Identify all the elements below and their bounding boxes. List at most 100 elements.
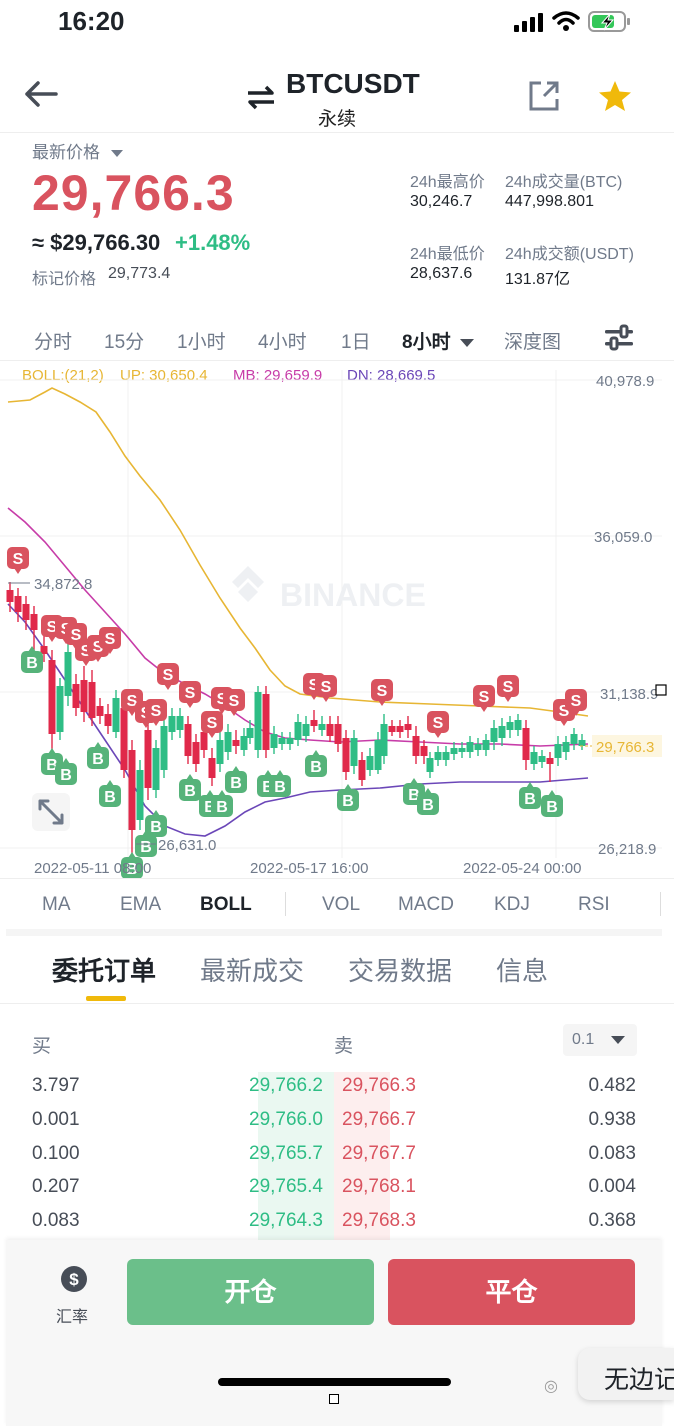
candle	[286, 738, 294, 744]
indicator-ema[interactable]: EMA	[120, 894, 162, 915]
buy-marker[interactable]: B	[145, 810, 167, 837]
back-arrow-icon[interactable]	[24, 80, 58, 108]
volume-btc-label: 24h成交量(BTC)	[505, 174, 623, 191]
buy-marker[interactable]: B	[121, 852, 143, 879]
svg-text:S: S	[13, 551, 24, 568]
indicator-macd[interactable]: MACD	[398, 894, 454, 915]
svg-text:B: B	[546, 799, 558, 816]
interval-tab-1h[interactable]: 1小时	[177, 332, 226, 353]
indicator-ma[interactable]: MA	[42, 894, 71, 915]
sell-marker[interactable]: S	[427, 711, 449, 738]
orderbook-row[interactable]: 0.001 29,766.0 29,766.7 0.938	[32, 1109, 636, 1130]
symbol-title[interactable]: BTCUSDT	[286, 68, 420, 99]
interval-tab-15m[interactable]: 15分	[104, 332, 145, 353]
interval-tab-1d[interactable]: 1日	[341, 332, 371, 353]
buy-marker[interactable]: B	[99, 780, 121, 807]
indicator-boll[interactable]: BOLL	[200, 894, 252, 915]
precision-select[interactable]: 0.1	[563, 1024, 637, 1056]
buy-marker[interactable]: B	[179, 774, 201, 801]
candle	[538, 756, 546, 762]
sell-marker[interactable]: S	[99, 627, 121, 654]
buy-marker[interactable]: B	[21, 646, 43, 673]
sell-marker[interactable]: S	[157, 663, 179, 690]
mark-price-value: 29,773.4	[108, 265, 171, 282]
candle	[458, 748, 466, 752]
sell-marker[interactable]: S	[201, 711, 223, 738]
buy-marker[interactable]: B	[541, 790, 563, 817]
svg-text:S: S	[127, 693, 138, 710]
candle	[40, 646, 48, 654]
indicator-rsi[interactable]: RSI	[578, 894, 610, 915]
exchange-rate-label[interactable]: 汇率	[56, 1309, 89, 1326]
tab-trading-data[interactable]: 交易数据	[348, 956, 453, 986]
buy-marker[interactable]: B	[305, 750, 327, 777]
usd-price: ≈ $29,766.30	[32, 230, 161, 255]
tab-orderbook[interactable]: 委托订单	[52, 956, 157, 986]
current-price-label: 29,766.3	[596, 739, 654, 756]
interval-tab-depth[interactable]: 深度图	[504, 332, 562, 353]
svg-text:S: S	[217, 691, 228, 708]
interval-tab-8h[interactable]: 8小时	[402, 327, 474, 354]
sell-marker[interactable]: S	[473, 685, 495, 712]
orderbook-row[interactable]: 3.797 29,766.2 29,766.3 0.482	[32, 1075, 636, 1096]
candle	[270, 734, 278, 748]
sell-marker[interactable]: S	[565, 689, 587, 716]
buy-marker[interactable]: B	[337, 784, 359, 811]
buy-marker[interactable]: B	[269, 770, 291, 797]
orderbook-row[interactable]: 0.207 29,765.4 29,768.1 0.004	[32, 1176, 636, 1197]
interval-tab-time[interactable]: 分时	[34, 332, 73, 353]
weibo-icon: ◎	[544, 1378, 558, 1395]
svg-text:S: S	[559, 703, 570, 720]
max-price-label: 34,872.8	[34, 576, 92, 593]
sell-marker[interactable]: S	[223, 689, 245, 716]
sell-marker[interactable]: S	[145, 699, 167, 726]
tab-info[interactable]: 信息	[496, 956, 549, 986]
buy-marker[interactable]: B	[87, 742, 109, 769]
indicator-vol[interactable]: VOL	[322, 894, 361, 915]
open-position-button[interactable]: 开仓	[127, 1259, 374, 1325]
candle	[136, 770, 144, 820]
buy-marker[interactable]: B	[519, 782, 541, 809]
share-icon[interactable]	[528, 80, 560, 112]
latest-price-label[interactable]: 最新价格	[32, 138, 123, 163]
y-tick-label: 31,138.9	[600, 686, 658, 703]
swap-icon[interactable]	[246, 84, 276, 110]
candle	[318, 724, 326, 730]
chart-settings-icon[interactable]	[604, 324, 634, 352]
orderbook-row[interactable]: 0.083 29,764.3 29,768.3 0.368	[32, 1210, 636, 1231]
sell-marker[interactable]: S	[315, 675, 337, 702]
buy-marker[interactable]: B	[417, 788, 439, 815]
tab-recent-trades[interactable]: 最新成交	[200, 956, 305, 986]
x-tick-label: 2022-05-17 16:00	[250, 860, 368, 877]
candle	[208, 758, 216, 778]
svg-text:S: S	[47, 619, 58, 636]
candle	[498, 726, 506, 738]
buy-marker[interactable]: B	[211, 790, 233, 817]
floating-toast[interactable]: 无边记	[578, 1348, 674, 1400]
sell-marker[interactable]: S	[371, 679, 393, 706]
candle	[420, 746, 428, 756]
candle	[200, 732, 208, 750]
buy-marker[interactable]: B	[225, 766, 247, 793]
svg-text:$: $	[69, 1270, 79, 1289]
status-bar: 16:20	[0, 0, 674, 44]
interval-tab-4h[interactable]: 4小时	[258, 332, 307, 353]
candle	[30, 614, 38, 630]
candle	[514, 720, 522, 730]
screenshot-marker	[329, 1394, 339, 1404]
exchange-rate-icon[interactable]: $	[60, 1265, 88, 1293]
expand-icon[interactable]	[32, 793, 70, 831]
favorite-star-icon[interactable]	[598, 80, 632, 112]
ask-depth-bar	[334, 1072, 390, 1244]
sell-marker[interactable]: S	[7, 547, 29, 574]
close-position-button[interactable]: 平仓	[388, 1259, 635, 1325]
candle	[216, 740, 224, 764]
crosshair-handle[interactable]	[655, 684, 667, 696]
sell-marker[interactable]: S	[497, 675, 519, 702]
candlestick-chart[interactable]: BINANCE SSSSSSSSSSSSSSSSSSSSSSSBBBBBBBBB…	[0, 360, 674, 880]
buy-marker[interactable]: B	[55, 758, 77, 785]
indicator-kdj[interactable]: KDJ	[494, 894, 530, 915]
buy-marker[interactable]: B	[135, 830, 157, 857]
orderbook-row[interactable]: 0.100 29,765.7 29,767.7 0.083	[32, 1143, 636, 1164]
sell-marker[interactable]: S	[179, 681, 201, 708]
